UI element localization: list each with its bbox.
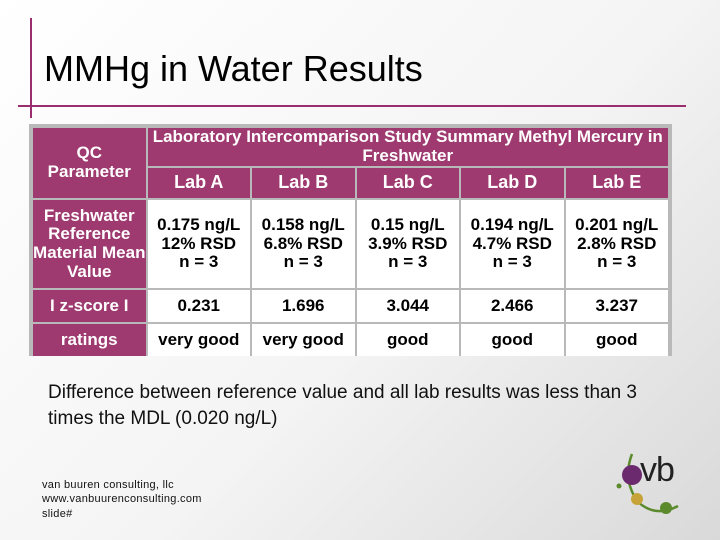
lab-header: Lab E bbox=[565, 168, 668, 198]
results-table-container: QC Parameter Laboratory Intercomparison … bbox=[29, 124, 672, 356]
rating-cell: good bbox=[565, 324, 668, 356]
lab-header: Lab B bbox=[252, 168, 355, 198]
logo-wordmark: vb bbox=[640, 451, 675, 489]
lab-header: Lab C bbox=[356, 168, 459, 198]
vb-logo-icon bbox=[616, 453, 679, 514]
param-header: QC Parameter bbox=[33, 128, 146, 198]
rating-cell: good bbox=[461, 324, 564, 356]
sample-count: n = 3 bbox=[597, 252, 637, 272]
table-cell: 0.158 ng/L 6.8% RSD n = 3 bbox=[252, 200, 355, 288]
mean-value: 0.194 ng/L bbox=[470, 214, 554, 234]
sample-count: n = 3 bbox=[283, 252, 323, 272]
mean-value: 0.15 ng/L bbox=[370, 214, 445, 234]
sample-count: n = 3 bbox=[179, 252, 219, 272]
z-score-cell: 2.466 bbox=[461, 290, 564, 322]
table-cell: 0.15 ng/L 3.9% RSD n = 3 bbox=[356, 200, 459, 288]
title-accent-horizontal-line bbox=[18, 105, 686, 107]
table-row: Freshwater Reference Material Mean Value… bbox=[33, 200, 668, 288]
rating-cell: very good bbox=[147, 324, 250, 356]
table-cell: 0.194 ng/L 4.7% RSD n = 3 bbox=[461, 200, 564, 288]
lab-header: Lab D bbox=[461, 168, 564, 198]
table-row: ratings very good very good good good go… bbox=[33, 324, 668, 356]
company-name: van buuren consulting, llc bbox=[42, 479, 174, 491]
rating-cell: good bbox=[356, 324, 459, 356]
mean-value: 0.175 ng/L bbox=[157, 214, 241, 234]
mean-value: 0.201 ng/L bbox=[575, 214, 659, 234]
row-label: I z-score I bbox=[33, 290, 146, 322]
title-accent-vertical-line bbox=[30, 18, 32, 118]
rsd-value: 12% RSD bbox=[161, 233, 237, 253]
row-label: ratings bbox=[33, 324, 146, 356]
company-website: www.vanbuurenconsulting.com bbox=[42, 493, 202, 506]
rsd-value: 3.9% RSD bbox=[368, 233, 448, 253]
rsd-value: 6.8% RSD bbox=[263, 233, 343, 253]
table-cell: 0.175 ng/L 12% RSD n = 3 bbox=[147, 200, 250, 288]
z-score-cell: 3.237 bbox=[565, 290, 668, 322]
footer-credits: van buuren consulting, llc www.vanbuuren… bbox=[42, 478, 202, 521]
mean-value: 0.158 ng/L bbox=[261, 214, 345, 234]
rating-cell: very good bbox=[252, 324, 355, 356]
results-table: QC Parameter Laboratory Intercomparison … bbox=[31, 126, 670, 358]
sample-count: n = 3 bbox=[492, 252, 532, 272]
body-text: Difference between reference value and a… bbox=[48, 382, 637, 429]
slide-title: MMHg in Water Results bbox=[44, 48, 423, 89]
sample-count: n = 3 bbox=[388, 252, 428, 272]
z-score-cell: 1.696 bbox=[252, 290, 355, 322]
row-label: Freshwater Reference Material Mean Value bbox=[33, 200, 146, 288]
table-cell: 0.201 ng/L 2.8% RSD n = 3 bbox=[565, 200, 668, 288]
summary-title: Laboratory Intercomparison Study Summary… bbox=[147, 127, 668, 166]
z-score-cell: 0.231 bbox=[147, 290, 250, 322]
rsd-value: 4.7% RSD bbox=[472, 233, 552, 253]
rsd-value: 2.8% RSD bbox=[577, 233, 657, 253]
slide-number: slide# bbox=[42, 507, 73, 520]
z-score-cell: 3.044 bbox=[356, 290, 459, 322]
table-row: I z-score I 0.231 1.696 3.044 2.466 3.23… bbox=[33, 290, 668, 322]
lab-header: Lab A bbox=[147, 168, 250, 198]
